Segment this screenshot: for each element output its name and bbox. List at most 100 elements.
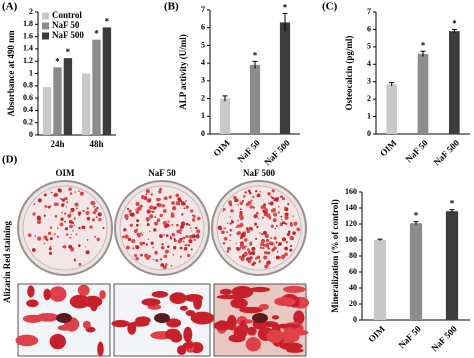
bar (445, 211, 459, 320)
stain-spot (249, 241, 253, 245)
stain-spot (184, 200, 187, 202)
stain-spot (43, 193, 47, 197)
stain-spot (255, 211, 259, 215)
micro-stain (182, 342, 194, 349)
y-tick-label: 1 (29, 68, 33, 77)
stain-spot (170, 265, 173, 267)
stain-spot (171, 206, 177, 211)
stain-spot (241, 200, 245, 203)
stain-spot (156, 198, 160, 202)
stain-spot (286, 232, 290, 236)
stain-spot (249, 228, 251, 230)
stain-spot (48, 251, 53, 255)
stain-spot (123, 228, 127, 232)
stain-spot (187, 244, 190, 247)
stain-spot (66, 201, 69, 204)
micro-core (154, 313, 170, 323)
stain-spot (61, 203, 65, 207)
stain-spot (46, 238, 49, 242)
stain-spot (235, 226, 238, 229)
stain-spot (140, 195, 146, 200)
stain-spot (55, 202, 59, 206)
stain-spot (84, 246, 87, 248)
stain-spot (255, 237, 258, 240)
stain-spot (289, 223, 294, 227)
significance-star: * (450, 199, 455, 209)
stain-spot (229, 234, 232, 237)
stain-spot (277, 205, 280, 208)
stain-spot (230, 220, 234, 224)
stain-spot (267, 246, 271, 250)
bar (386, 84, 397, 134)
stain-spot (154, 221, 159, 226)
bar (42, 87, 52, 135)
stain-spot (222, 207, 226, 211)
stain-spot (284, 252, 288, 257)
stain-spot (155, 259, 158, 262)
micro-stain (141, 298, 161, 306)
y-axis-label: Mineralization (% of control) (330, 199, 340, 313)
significance-star: * (253, 50, 258, 60)
micro-stain (283, 285, 306, 293)
stain-spot (149, 230, 151, 232)
micro-stain (49, 333, 66, 350)
stain-spot (44, 205, 48, 208)
stain-spot (239, 215, 244, 221)
stain-spot (235, 246, 239, 250)
stain-spot (275, 224, 278, 228)
y-tick-label: 20 (349, 299, 357, 308)
stain-spot (129, 223, 133, 227)
micro-stain (216, 294, 241, 300)
stain-spot (278, 242, 282, 246)
stain-spot (284, 246, 289, 251)
stain-spot (86, 207, 89, 210)
stain-spot (81, 225, 85, 229)
stain-spot (251, 262, 255, 266)
stain-spot (251, 251, 256, 256)
stain-spot (190, 209, 194, 213)
stain-spot (188, 224, 191, 227)
x-tick-label: OIM (378, 137, 399, 158)
x-tick-label: NaF 500 (429, 323, 459, 353)
stain-spot (126, 207, 130, 210)
dish-label: NaF 500 (243, 168, 275, 178)
stain-spot (273, 212, 278, 217)
stain-spot (256, 216, 259, 219)
stain-spot (287, 230, 291, 234)
stain-spot (240, 233, 245, 237)
stain-spot (79, 191, 84, 196)
y-tick-label: 4 (367, 59, 371, 68)
stain-spot (61, 198, 66, 202)
stain-spot (281, 197, 286, 201)
stain-spot (227, 246, 231, 251)
y-tick-label: 0 (201, 129, 205, 138)
stain-spot (181, 213, 184, 216)
micro-stain (246, 326, 257, 336)
stain-spot (86, 239, 89, 241)
stain-spot (69, 192, 73, 195)
stain-spot (31, 248, 36, 252)
stain-spot (94, 235, 97, 238)
stain-spot (74, 191, 77, 193)
stain-spot (49, 237, 53, 241)
micro-stain (151, 290, 169, 298)
stain-spot (37, 220, 42, 225)
significance-star: * (452, 18, 457, 28)
bar (279, 22, 291, 134)
stain-spot (133, 229, 138, 233)
y-axis-label: Osteocalcin (pg/ml) (344, 36, 354, 111)
stain-spot (279, 196, 282, 198)
stain-spot (242, 195, 246, 198)
stain-spot (141, 234, 144, 236)
y-tick-label: 0 (353, 315, 357, 324)
stain-spot (131, 239, 136, 244)
stain-spot (73, 224, 75, 227)
stain-spot (239, 222, 244, 227)
stain-spot (260, 238, 266, 244)
stain-spot (161, 204, 166, 208)
panel-label: (C) (322, 1, 338, 13)
stain-spot (159, 187, 163, 191)
micro-stain (15, 334, 39, 347)
stain-spot (291, 238, 294, 241)
stain-spot (152, 246, 154, 249)
